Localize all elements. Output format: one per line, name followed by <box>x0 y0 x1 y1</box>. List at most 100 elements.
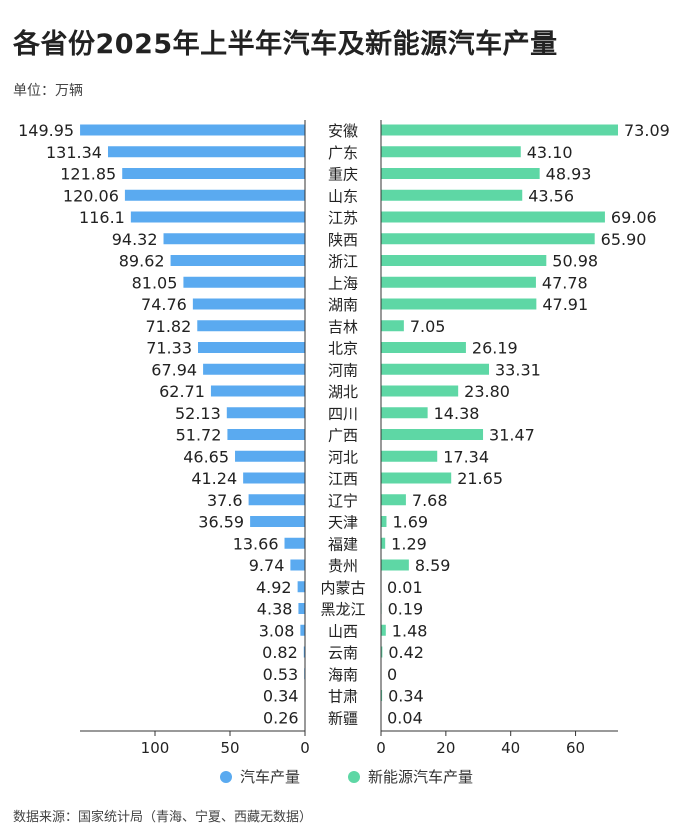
bar-total-22 <box>298 603 305 614</box>
label-total-26: 0.34 <box>263 687 299 706</box>
bar-nev-17 <box>381 494 406 506</box>
label-nev-27: 0.04 <box>387 708 423 727</box>
category-label-21: 内蒙古 <box>320 579 365 597</box>
bar-total-7 <box>183 276 305 288</box>
label-total-21: 4.92 <box>256 578 292 597</box>
category-label-19: 福建 <box>328 535 358 553</box>
legend-swatch-nev <box>348 770 360 783</box>
label-nev-9: 7.05 <box>410 317 446 336</box>
label-nev-21: 0.01 <box>387 578 423 597</box>
category-label-6: 浙江 <box>328 253 358 271</box>
label-total-19: 13.66 <box>233 534 279 553</box>
label-total-8: 74.76 <box>141 295 187 314</box>
bar-total-17 <box>248 494 305 506</box>
label-total-22: 4.38 <box>257 600 293 619</box>
label-nev-19: 1.29 <box>391 534 427 553</box>
bar-nev-11 <box>381 363 490 375</box>
bar-total-16 <box>243 472 305 484</box>
data-source-note: 数据来源：国家统计局（青海、宁夏、西藏无数据） <box>13 810 313 825</box>
label-total-15: 46.65 <box>183 447 229 466</box>
bar-total-18 <box>250 516 305 527</box>
bar-nev-10 <box>381 342 466 353</box>
tick-label-right-0: 0 <box>376 739 386 757</box>
bar-nev-9 <box>381 320 404 332</box>
label-total-12: 62.71 <box>159 382 205 401</box>
label-nev-7: 47.78 <box>542 273 588 292</box>
bar-nev-7 <box>381 276 536 288</box>
label-nev-11: 33.31 <box>495 360 541 379</box>
label-nev-5: 65.90 <box>601 230 647 249</box>
label-total-10: 71.33 <box>146 339 192 358</box>
bar-total-13 <box>226 407 305 419</box>
label-total-27: 0.26 <box>263 708 299 727</box>
bar-nev-20 <box>381 559 409 571</box>
label-total-18: 36.59 <box>198 513 244 532</box>
label-total-13: 52.13 <box>175 404 221 423</box>
label-total-11: 67.94 <box>151 360 197 379</box>
label-total-4: 116.1 <box>79 208 125 227</box>
label-nev-26: 0.34 <box>388 687 424 706</box>
legend-label-total: 汽车产量 <box>240 768 301 786</box>
bar-nev-13 <box>381 407 428 419</box>
category-label-10: 北京 <box>328 340 358 358</box>
label-nev-2: 48.93 <box>546 165 592 184</box>
label-nev-12: 23.80 <box>464 382 510 401</box>
tick-label-right-3: 60 <box>566 739 585 757</box>
bar-total-2 <box>122 168 305 179</box>
bar-total-6 <box>170 255 305 266</box>
bar-total-21 <box>297 581 305 593</box>
category-label-9: 吉林 <box>328 318 358 336</box>
bar-total-11 <box>203 363 305 375</box>
legend-swatch-total <box>220 770 232 783</box>
label-nev-16: 21.65 <box>457 469 503 488</box>
label-nev-14: 31.47 <box>489 426 535 445</box>
bar-nev-15 <box>381 450 438 462</box>
category-label-7: 上海 <box>328 274 358 292</box>
bar-total-1 <box>107 146 306 158</box>
label-nev-6: 50.98 <box>552 252 598 271</box>
category-label-20: 贵州 <box>328 557 358 575</box>
legend-item-total: 汽车产量 <box>220 766 300 787</box>
label-total-9: 71.82 <box>145 317 191 336</box>
bar-nev-14 <box>381 429 484 440</box>
tick-label-left-1: 50 <box>220 739 239 757</box>
bar-total-8 <box>192 298 305 310</box>
bar-total-14 <box>227 429 305 440</box>
category-label-15: 河北 <box>328 448 358 466</box>
category-label-22: 黑龙江 <box>320 601 365 619</box>
label-nev-10: 26.19 <box>472 339 518 358</box>
category-label-18: 天津 <box>328 514 358 532</box>
category-label-11: 河南 <box>328 361 358 379</box>
tick-label-left-0: 100 <box>141 739 170 757</box>
bar-nev-19 <box>381 537 386 549</box>
category-label-23: 山西 <box>328 622 358 640</box>
bar-nev-23 <box>381 624 386 636</box>
bar-total-24 <box>303 646 305 658</box>
bar-total-15 <box>235 450 305 462</box>
category-label-14: 广西 <box>328 427 358 445</box>
category-label-12: 湖北 <box>328 383 358 401</box>
bar-nev-18 <box>381 516 387 527</box>
label-total-14: 51.72 <box>176 426 222 445</box>
bar-nev-1 <box>381 146 521 158</box>
label-total-25: 0.53 <box>263 665 299 684</box>
label-nev-22: 0.19 <box>388 600 424 619</box>
label-total-2: 121.85 <box>60 165 116 184</box>
category-label-1: 广东 <box>328 144 358 162</box>
category-label-5: 陕西 <box>328 231 358 249</box>
label-nev-15: 17.34 <box>443 447 489 466</box>
label-total-6: 89.62 <box>119 252 165 271</box>
bar-total-0 <box>80 124 305 136</box>
label-nev-0: 73.09 <box>624 121 670 140</box>
bar-total-19 <box>284 537 305 549</box>
label-total-23: 3.08 <box>259 621 295 640</box>
bar-nev-0 <box>381 124 618 136</box>
label-total-5: 94.32 <box>112 230 158 249</box>
label-nev-18: 1.69 <box>392 513 428 532</box>
category-label-26: 甘肃 <box>328 688 358 706</box>
legend-label-nev: 新能源汽车产量 <box>368 768 474 786</box>
unit-label: 单位：万辆 <box>13 83 83 99</box>
category-label-25: 海南 <box>328 666 358 684</box>
category-label-3: 山东 <box>328 187 358 205</box>
category-label-27: 新疆 <box>328 709 358 727</box>
